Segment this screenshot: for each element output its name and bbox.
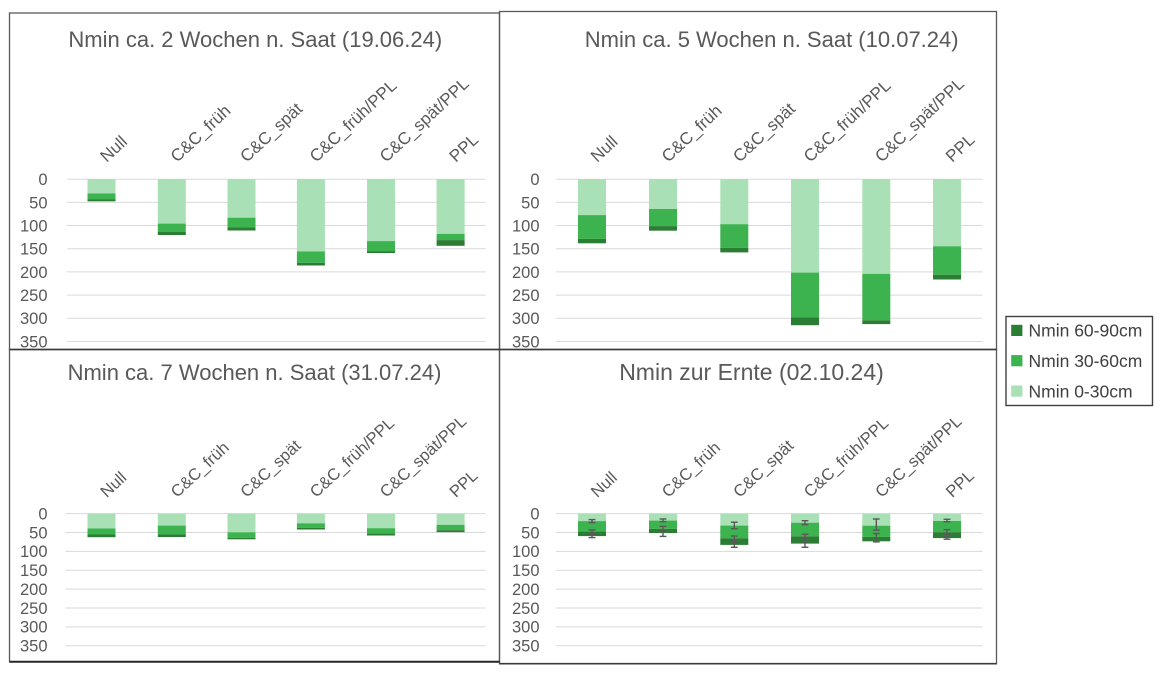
svg-text:Nmin 60-90cm: Nmin 60-90cm (1029, 321, 1143, 341)
svg-text:Nmin ca. 2 Wochen n. Saat (19.: Nmin ca. 2 Wochen n. Saat (19.06.24) (68, 27, 442, 52)
svg-text:50: 50 (521, 524, 539, 542)
svg-text:200: 200 (20, 264, 48, 282)
svg-text:50: 50 (29, 194, 47, 212)
svg-text:Nmin 0-30cm: Nmin 0-30cm (1029, 381, 1133, 401)
svg-text:150: 150 (512, 241, 540, 259)
svg-text:250: 250 (20, 600, 48, 618)
svg-text:250: 250 (512, 287, 540, 305)
svg-text:0: 0 (38, 506, 47, 524)
svg-text:150: 150 (20, 562, 48, 580)
svg-text:Nmin zur Ernte (02.10.24): Nmin zur Ernte (02.10.24) (619, 359, 884, 385)
svg-text:100: 100 (512, 543, 540, 561)
svg-text:300: 300 (20, 619, 48, 637)
svg-text:250: 250 (512, 600, 540, 618)
svg-text:200: 200 (512, 581, 540, 599)
svg-text:Nmin ca. 5 Wochen n. Saat (10.: Nmin ca. 5 Wochen n. Saat (10.07.24) (585, 27, 959, 52)
svg-text:Nmin 30-60cm: Nmin 30-60cm (1029, 351, 1143, 371)
svg-text:300: 300 (512, 310, 540, 328)
svg-text:50: 50 (521, 194, 539, 212)
svg-text:300: 300 (512, 619, 540, 637)
svg-text:300: 300 (20, 310, 48, 328)
svg-text:350: 350 (20, 333, 48, 351)
svg-text:200: 200 (20, 581, 48, 599)
svg-text:100: 100 (512, 217, 540, 235)
svg-text:0: 0 (530, 506, 539, 524)
svg-text:50: 50 (29, 524, 47, 542)
svg-text:100: 100 (20, 217, 48, 235)
svg-text:Nmin ca. 7 Wochen n. Saat (31.: Nmin ca. 7 Wochen n. Saat (31.07.24) (68, 360, 442, 385)
svg-text:150: 150 (512, 562, 540, 580)
svg-text:200: 200 (512, 264, 540, 282)
svg-text:350: 350 (512, 638, 540, 656)
svg-text:100: 100 (20, 543, 48, 561)
svg-text:250: 250 (20, 287, 48, 305)
svg-text:0: 0 (530, 171, 539, 189)
svg-text:350: 350 (512, 333, 540, 351)
svg-text:150: 150 (20, 241, 48, 259)
svg-text:0: 0 (38, 171, 47, 189)
svg-text:350: 350 (20, 638, 48, 656)
